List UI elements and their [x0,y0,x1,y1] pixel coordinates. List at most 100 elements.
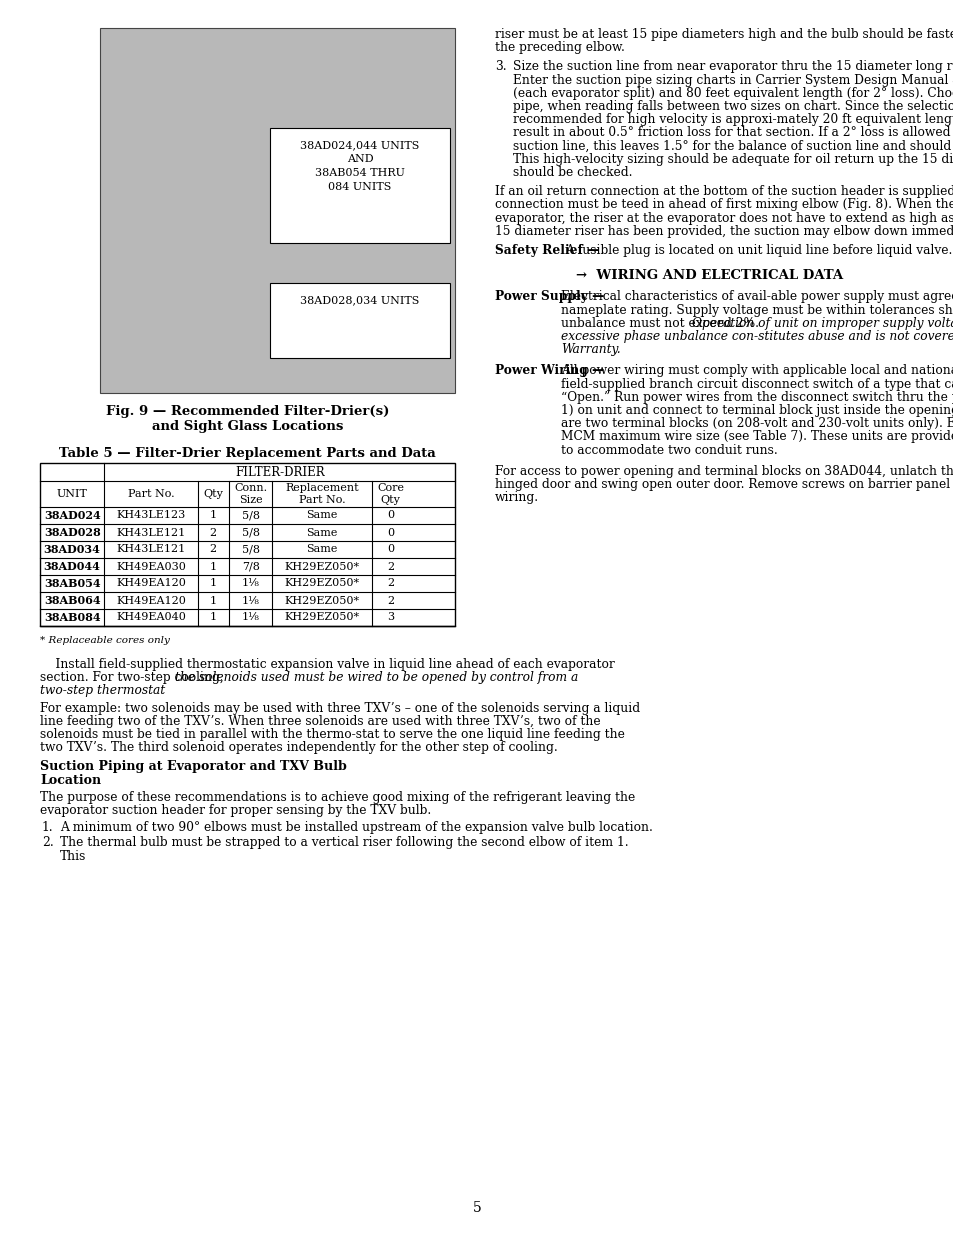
Text: Conn.
Size: Conn. Size [233,483,267,505]
Text: 1: 1 [210,562,216,572]
Text: Location: Location [40,773,101,787]
Text: 5: 5 [472,1200,481,1215]
Text: Power Supply —: Power Supply — [495,290,608,304]
Text: connection must be teed in ahead of first mixing elbow (Fig. 8). When the compre: connection must be teed in ahead of firs… [495,199,953,211]
Text: KH49EA030: KH49EA030 [116,562,186,572]
Text: 5/8: 5/8 [241,545,259,555]
Text: Operation of unit on improper supply voltage or with: Operation of unit on improper supply vol… [691,317,953,330]
Text: nameplate rating. Supply voltage must be within tolerances shown in Table 6. Pha: nameplate rating. Supply voltage must be… [560,304,953,316]
Text: Same: Same [306,510,337,520]
Text: 38AD028: 38AD028 [44,527,100,538]
Text: riser must be at least 15 pipe diameters high and the bulb should be fastened 10: riser must be at least 15 pipe diameters… [495,28,953,41]
Text: KH29EZ050*: KH29EZ050* [284,613,359,622]
Text: Install field-supplied thermostatic expansion valve in liquid line ahead of each: Install field-supplied thermostatic expa… [40,658,614,671]
Text: 5/8: 5/8 [241,527,259,537]
Text: 1⅛: 1⅛ [241,613,259,622]
Text: Replacement
Part No.: Replacement Part No. [285,483,358,505]
Text: 2: 2 [210,527,216,537]
Text: 5/8: 5/8 [241,510,259,520]
Text: (each evaporator split) and 80 feet equivalent length (for 2° loss). Choose the : (each evaporator split) and 80 feet equi… [513,86,953,100]
Text: KH29EZ050*: KH29EZ050* [284,578,359,589]
Text: two TXV’s. The third solenoid operates independently for the other step of cooli: two TXV’s. The third solenoid operates i… [40,741,558,755]
Text: FILTER-DRIER: FILTER-DRIER [234,466,324,478]
Text: KH49EA120: KH49EA120 [116,595,186,605]
Text: Qty: Qty [203,489,223,499]
FancyBboxPatch shape [270,283,450,358]
Text: 38AD024: 38AD024 [44,510,100,521]
Text: KH29EZ050*: KH29EZ050* [284,595,359,605]
Text: excessive phase unbalance con-stitutes abuse and is not covered by Carrier: excessive phase unbalance con-stitutes a… [560,330,953,343]
Text: Enter the suction pipe sizing charts in Carrier System Design Manual at correcte: Enter the suction pipe sizing charts in … [513,74,953,86]
Text: to accommodate two conduit runs.: to accommodate two conduit runs. [560,443,777,457]
Text: 2.: 2. [42,836,53,850]
Text: 0: 0 [387,527,394,537]
Text: 1: 1 [210,613,216,622]
Text: line feeding two of the TXV’s. When three solenoids are used with three TXV’s, t: line feeding two of the TXV’s. When thre… [40,715,600,727]
Text: For example: two solenoids may be used with three TXV’s – one of the solenoids s: For example: two solenoids may be used w… [40,701,639,715]
Text: Warranty.: Warranty. [560,343,620,356]
FancyBboxPatch shape [270,128,450,243]
Text: recommended for high velocity is approxi-mately 20 ft equivalent length, this si: recommended for high velocity is approxi… [513,114,953,126]
Text: 38AB054 THRU: 38AB054 THRU [314,168,404,178]
Text: Size the suction line from near evaporator thru the 15 diameter long riser for h: Size the suction line from near evaporat… [513,61,953,73]
Text: This high-velocity sizing should be adequate for oil return up the 15 diameter l: This high-velocity sizing should be adeq… [513,153,953,165]
Text: Table 5 — Filter-Drier Replacement Parts and Data: Table 5 — Filter-Drier Replacement Parts… [59,447,436,459]
Text: the solenoids used must be wired to be opened by control from a: the solenoids used must be wired to be o… [174,671,578,684]
Text: 38AD024,044 UNITS: 38AD024,044 UNITS [300,140,419,149]
Text: MCM maximum wire size (see Table 7). These units are provided with two power ope: MCM maximum wire size (see Table 7). The… [560,431,953,443]
Text: 7/8: 7/8 [241,562,259,572]
Text: 1: 1 [210,578,216,589]
Text: 1⅛: 1⅛ [241,578,259,589]
Text: wiring.: wiring. [495,492,538,504]
Text: 2: 2 [387,578,394,589]
Text: This: This [60,850,87,862]
Text: Part No.: Part No. [128,489,174,499]
Text: 38AB064: 38AB064 [44,595,100,606]
Text: The purpose of these recommendations is to achieve good mixing of the refrigeran: The purpose of these recommendations is … [40,790,635,804]
Text: 3: 3 [387,613,394,622]
Text: 38AB054: 38AB054 [44,578,100,589]
Text: pipe, when reading falls between two sizes on chart. Since the selection of suct: pipe, when reading falls between two siz… [513,100,953,112]
Text: the preceding elbow.: the preceding elbow. [495,41,624,54]
Text: 0: 0 [387,545,394,555]
Text: “Open.” Run power wires from the disconnect switch thru the power opening (H on : “Open.” Run power wires from the disconn… [560,390,953,404]
Text: UNIT: UNIT [56,489,88,499]
Text: 2: 2 [387,562,394,572]
Text: Same: Same [306,545,337,555]
FancyBboxPatch shape [40,463,455,626]
Text: KH43LE121: KH43LE121 [116,545,186,555]
Text: 2: 2 [387,595,394,605]
Text: Fig. 9 — Recommended Filter-Drier(s): Fig. 9 — Recommended Filter-Drier(s) [106,405,389,417]
Text: two-step thermostat: two-step thermostat [40,684,165,698]
Text: 38AD028,034 UNITS: 38AD028,034 UNITS [300,295,419,305]
Text: 2: 2 [210,545,216,555]
Text: Power Wiring —: Power Wiring — [495,364,608,378]
Text: For access to power opening and terminal blocks on 38AD044, unlatch the two latc: For access to power opening and terminal… [495,464,953,478]
Text: 1⅛: 1⅛ [241,595,259,605]
Text: 38AD034: 38AD034 [44,543,100,555]
Text: Same: Same [306,527,337,537]
FancyBboxPatch shape [100,28,455,393]
Text: 3.: 3. [495,61,506,73]
Text: 1: 1 [210,595,216,605]
Text: unbalance must not exceed 2%.: unbalance must not exceed 2%. [560,317,762,330]
Text: are two terminal blocks (on 208-volt and 230-volt units only). Each is limited t: are two terminal blocks (on 208-volt and… [560,417,953,430]
Text: suction line, this leaves 1.5° for the balance of suction line and should be siz: suction line, this leaves 1.5° for the b… [513,140,953,153]
Text: 1: 1 [210,510,216,520]
Text: 0: 0 [387,510,394,520]
Text: 1) on unit and connect to terminal block just inside the opening. On 38AB084, th: 1) on unit and connect to terminal block… [560,404,953,417]
Text: result in about 0.5° friction loss for that section. If a 2° loss is allowed for: result in about 0.5° friction loss for t… [513,126,953,140]
Text: 084 UNITS: 084 UNITS [328,182,392,191]
Text: Safety Relief —: Safety Relief — [495,245,603,257]
Text: 38AD044: 38AD044 [44,561,100,572]
Text: The thermal bulb must be strapped to a vertical riser following the second elbow: The thermal bulb must be strapped to a v… [60,836,628,850]
Text: 38AB084: 38AB084 [44,613,100,622]
Text: section. For two-step cooling,: section. For two-step cooling, [40,671,228,684]
Text: Electrical characteristics of avail-able power supply must agree with unit: Electrical characteristics of avail-able… [560,290,953,304]
Text: * Replaceable cores only: * Replaceable cores only [40,636,170,645]
Text: A fusible plug is located on unit liquid line before liquid valve.: A fusible plug is located on unit liquid… [565,245,952,257]
Text: →  WIRING AND ELECTRICAL DATA: → WIRING AND ELECTRICAL DATA [576,269,842,283]
Text: KH43LE123: KH43LE123 [116,510,186,520]
Text: 15 diameter riser has been provided, the suction may elbow down immediately.: 15 diameter riser has been provided, the… [495,225,953,238]
Text: Suction Piping at Evaporator and TXV Bulb: Suction Piping at Evaporator and TXV Bul… [40,761,347,773]
